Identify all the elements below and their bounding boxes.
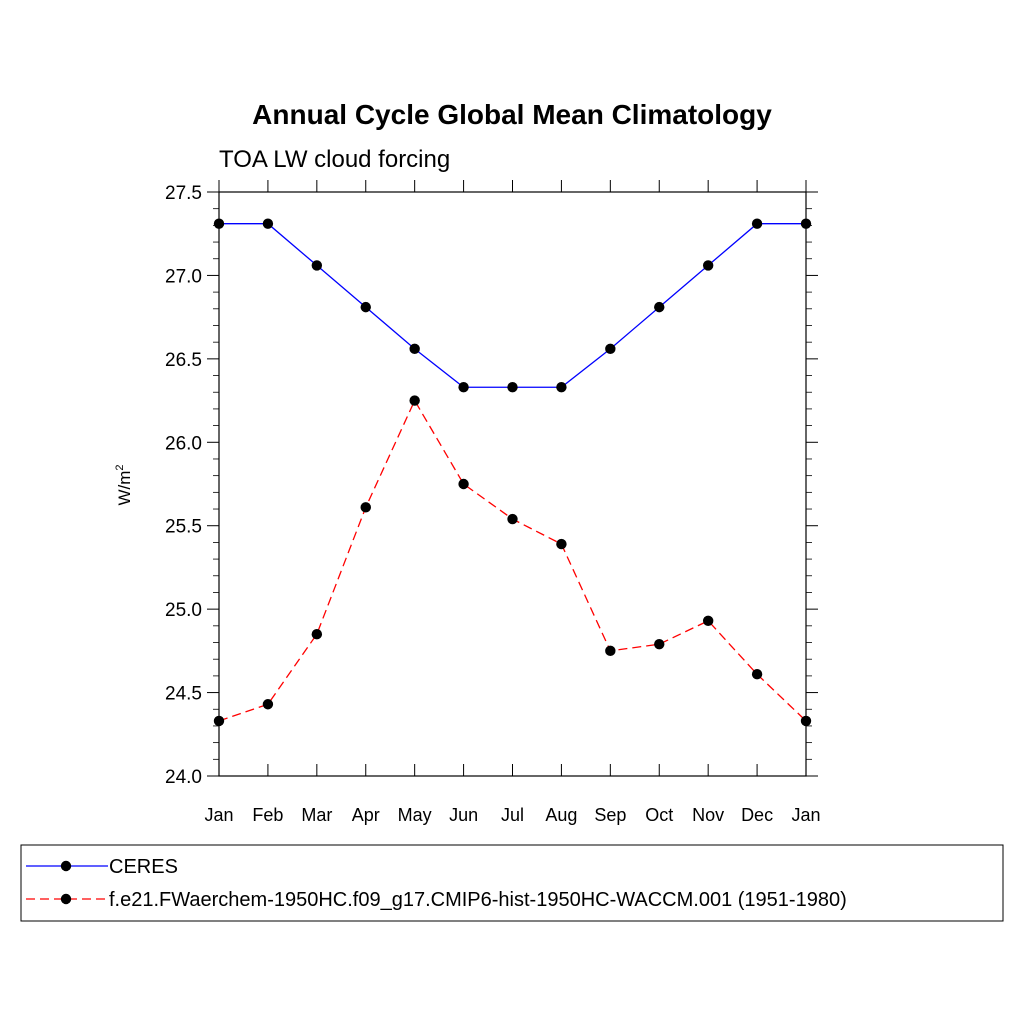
y-tick-label: 26.5 xyxy=(165,350,202,371)
ticks-layer: 24.0 24.5 25.0 25.5 26.0 26.5 27.0 27.5 Jan Feb Ma… xyxy=(165,180,821,825)
x-tick-label: Aug xyxy=(545,805,577,825)
series-0-point xyxy=(556,382,567,393)
series-1-point xyxy=(311,628,323,640)
x-tick-label: Apr xyxy=(352,805,380,825)
series-0-point xyxy=(605,343,616,355)
x-tick-label: Oct xyxy=(645,805,673,825)
x-tick-label: May xyxy=(398,805,432,825)
series-0-point xyxy=(507,382,518,393)
legend-marker-0 xyxy=(60,860,72,872)
series-1-point xyxy=(800,715,812,727)
series-0-point xyxy=(458,382,469,393)
x-tick-label: Jun xyxy=(449,805,478,825)
y-axis-label: W/m xyxy=(115,471,134,506)
legend-marker-1 xyxy=(60,893,72,905)
chart-title: Annual Cycle Global Mean Climatology xyxy=(252,99,772,130)
series-0-point xyxy=(409,343,420,355)
series-1-point xyxy=(605,645,616,657)
y-tick-label: 25.5 xyxy=(165,517,202,538)
y-tick-label: 26.0 xyxy=(165,433,202,454)
series-0-point xyxy=(213,218,225,229)
x-tick-label: Nov xyxy=(692,805,724,825)
series-1-point xyxy=(360,502,371,513)
series-1-point xyxy=(409,395,420,406)
series-1-point xyxy=(654,638,665,650)
x-tick-label: Feb xyxy=(252,805,283,825)
x-tick-label: Jan xyxy=(791,805,820,825)
svg-text:W/m2: W/m2 xyxy=(114,464,134,505)
series-0-point xyxy=(751,218,763,229)
series-0-point xyxy=(702,260,714,271)
series-line-0 xyxy=(219,223,806,388)
series-1-point xyxy=(556,538,567,550)
y-tick-label: 24.0 xyxy=(165,767,202,788)
series-line-1 xyxy=(218,399,807,722)
x-tick-label: Mar xyxy=(301,805,332,825)
series-1-point xyxy=(507,513,518,525)
series-1-point xyxy=(262,699,274,710)
legend-box xyxy=(20,844,1004,922)
series-0-point xyxy=(654,301,665,313)
plot-frame xyxy=(218,191,807,777)
legend: CERES f.e21.FWaerchem-1950HC.f09_g17.CMIP… xyxy=(26,856,847,911)
legend-label-0: CERES xyxy=(109,856,178,878)
chart-subtitle: TOA LW cloud forcing xyxy=(219,146,450,173)
series-0-point xyxy=(311,260,323,271)
x-tick-label: Dec xyxy=(741,805,773,825)
legend-label-1: f.e21.FWaerchem-1950HC.f09_g17.CMIP6-his… xyxy=(109,889,847,911)
y-axis-label-group: W/m2 xyxy=(114,464,134,505)
series-1-point xyxy=(702,615,714,627)
series-0-point xyxy=(262,218,274,229)
series-0-point xyxy=(360,301,371,313)
x-tick-label: Jul xyxy=(501,805,524,825)
y-tick-label: 27.5 xyxy=(165,183,202,204)
y-tick-label: 27.0 xyxy=(165,266,202,287)
y-axis-label-superscript: 2 xyxy=(114,464,126,470)
series-1-point xyxy=(751,669,763,680)
series-1-point xyxy=(213,715,225,727)
y-tick-label: 25.0 xyxy=(165,600,202,621)
x-tick-label: Jan xyxy=(204,805,233,825)
y-tick-label: 24.5 xyxy=(165,684,202,705)
series-layer xyxy=(213,218,812,727)
series-0-point xyxy=(800,218,812,229)
series-1-point xyxy=(458,478,469,490)
x-tick-label: Sep xyxy=(594,805,626,825)
